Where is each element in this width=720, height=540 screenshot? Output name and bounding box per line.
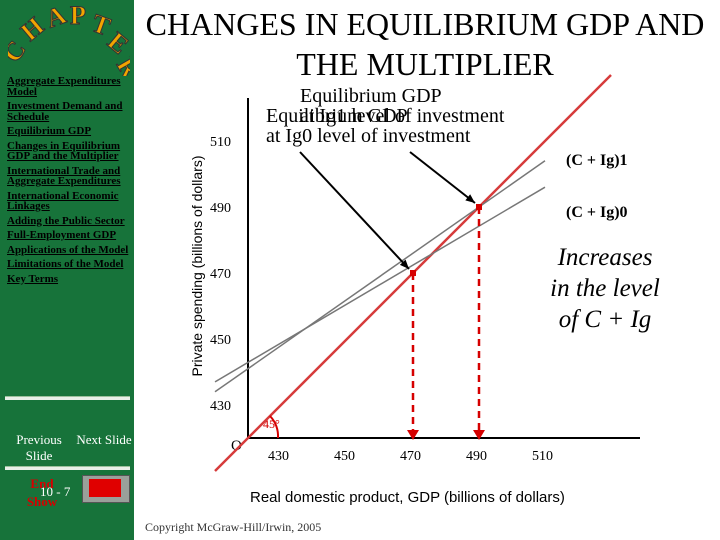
menu-changes-equilibrium[interactable]: Changes in Equilibrium GDP and the Multi… [7, 139, 121, 162]
arrow-to-ig0-head [399, 259, 409, 269]
arrow-to-ig0 [299, 151, 410, 270]
menu-international-trade[interactable]: International Trade and Aggregate Expend… [7, 164, 121, 187]
menu-key-terms[interactable]: Key Terms [7, 272, 59, 285]
x-tick-label: 470 [400, 449, 421, 464]
end-show-button[interactable] [82, 475, 130, 503]
x-axis-label: Real domestic product, GDP (billions of … [250, 489, 565, 506]
end-show-label[interactable]: End Show [26, 476, 58, 509]
aggregate-expenditure-line [214, 160, 546, 393]
logo-letter: P [70, 6, 86, 30]
annotation-ig0: Equilibrium GDP [266, 105, 408, 127]
divider [5, 396, 130, 400]
increase-annotation: Increases in the level of C + Ig [530, 242, 680, 335]
annotation-ig0: at Ig0 level of investment [266, 125, 471, 147]
annotation-ig1: Equilibrium GDP [300, 85, 442, 107]
menu-investment-demand[interactable]: Investment Demand and Schedule [7, 100, 123, 123]
slide-title: CHANGES IN EQUILIBRIUM GDP AND THE MULTI… [145, 6, 705, 82]
menu-international-linkages[interactable]: International Economic Linkages [7, 189, 119, 212]
menu-public-sector[interactable]: Adding the Public Sector [7, 214, 125, 227]
arrow-to-ig1 [409, 151, 476, 204]
equilibrium-arrow [473, 430, 485, 440]
copyright: Copyright McGraw-Hill/Irwin, 2005 [145, 520, 322, 534]
sidebar-menu: Aggregate Expenditures Model Investment … [7, 76, 131, 288]
y-tick-label: 490 [210, 201, 231, 216]
chapter-logo: CHA P TER [8, 6, 130, 76]
y-tick-label: 450 [210, 333, 231, 348]
x-tick-label: 490 [466, 449, 487, 464]
menu-equilibrium-gdp[interactable]: Equilibrium GDP [7, 125, 92, 137]
annotation-ig1: at Ig1 level of investment [300, 105, 505, 127]
menu-limitations[interactable]: Limitations of the Model [7, 258, 124, 270]
arrow-to-ig1-head [465, 194, 475, 203]
menu-applications[interactable]: Applications of the Model [7, 243, 129, 256]
y-tick-label: 470 [210, 267, 231, 282]
slide-number: 10 - 7 [40, 484, 71, 499]
previous-slide-button[interactable]: Previous Slide [16, 432, 62, 463]
x-tick-label: 510 [532, 449, 553, 464]
y-tick-label: 510 [210, 135, 231, 150]
increase-line-3: of C + Ig [558, 306, 652, 333]
equilibrium-point [410, 270, 416, 276]
series-label: (C + Ig)0 [566, 204, 628, 221]
x-tick-label: 450 [334, 449, 355, 464]
origin-label: O [231, 438, 242, 454]
increase-line-1: Increases [557, 244, 653, 271]
y-axis-label: Private spending (billions of dollars) [189, 155, 205, 377]
series-label: (C + Ig)1 [566, 152, 628, 169]
equilibrium-arrow [407, 430, 419, 440]
menu-aggregate-expenditures[interactable]: Aggregate Expenditures Model [7, 75, 121, 98]
next-slide-button[interactable]: Next Slide [76, 432, 132, 447]
y-tick-label: 430 [210, 399, 231, 414]
divider [5, 466, 130, 470]
angle-arc [269, 415, 280, 439]
x-tick-label: 430 [268, 449, 289, 464]
equilibrium-point [476, 204, 482, 210]
menu-full-employment[interactable]: Full-Employment GDP [7, 229, 117, 241]
increase-line-2: in the level [550, 275, 660, 302]
aggregate-expenditure-line [214, 186, 546, 383]
angle-label: 45° [263, 417, 280, 431]
